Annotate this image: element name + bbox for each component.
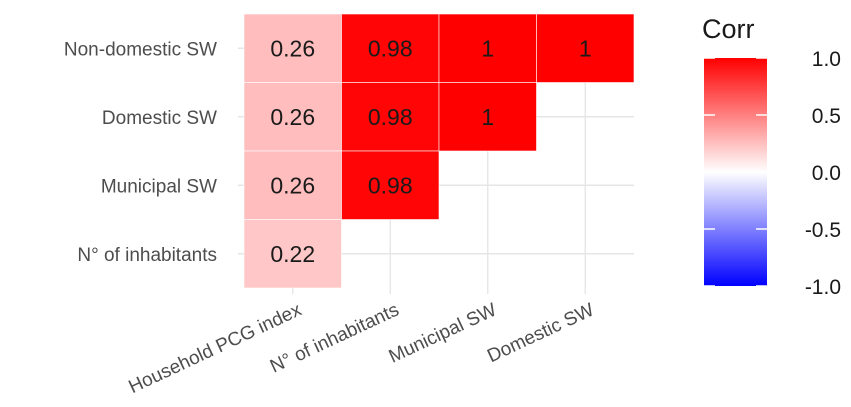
- heatmap-cell: [341, 82, 440, 152]
- heatmap-cell: [341, 13, 440, 83]
- y-label-n-of-inhabitants: N° of inhabitants: [77, 245, 217, 266]
- legend-tick-label: 0.0: [812, 162, 841, 185]
- heatmap-cell: [438, 82, 537, 152]
- cell-value-label: 1: [481, 35, 494, 61]
- cell-value-label: 0.22: [270, 241, 315, 267]
- heatmap-cell: [243, 13, 342, 83]
- cell-value-label: 0.98: [368, 172, 413, 198]
- y-axis-labels: Non-domestic SW Domestic SW Municipal SW N°…: [64, 39, 217, 266]
- heatmap-cell: [243, 219, 342, 289]
- y-label-domestic-sw: Domestic SW: [102, 108, 217, 129]
- heatmap-cell: [438, 13, 537, 83]
- x-label-municipal-sw: Municipal SW: [386, 299, 500, 367]
- cell-value-label: 0.26: [270, 172, 315, 198]
- legend-tick-label: 1.0: [812, 48, 841, 71]
- x-label-household-pcg-index: Household PCG index: [126, 299, 306, 398]
- cell-value-label: 1: [481, 104, 494, 130]
- cell-value-label: 0.26: [270, 35, 315, 61]
- legend-tick-label: 0.5: [812, 105, 841, 128]
- y-label-municipal-sw: Municipal SW: [101, 176, 217, 197]
- legend-tick-label: -1.0: [805, 276, 841, 299]
- cell-value-label: 0.98: [368, 104, 413, 130]
- heatmap-cell: [243, 150, 342, 220]
- cell-value-label: 1: [579, 35, 592, 61]
- color-legend: Corr 1.0 0.5 0.0 -0.5 -1.0: [702, 14, 841, 299]
- heatmap-cell: [341, 150, 440, 220]
- y-label-non-domestic-sw: Non-domestic SW: [64, 39, 217, 60]
- cell-value-label: 0.26: [270, 104, 315, 130]
- x-label-domestic-sw: Domestic SW: [484, 299, 597, 367]
- heatmap-cell: [536, 13, 635, 83]
- cell-value-label: 0.98: [368, 35, 413, 61]
- legend-title: Corr: [702, 14, 755, 44]
- legend-tick-label: -0.5: [805, 219, 841, 242]
- heatmap-cells: 0.26 0.98 1 1 0.26 0.98 1 0.26 0.98 0.22: [243, 13, 635, 289]
